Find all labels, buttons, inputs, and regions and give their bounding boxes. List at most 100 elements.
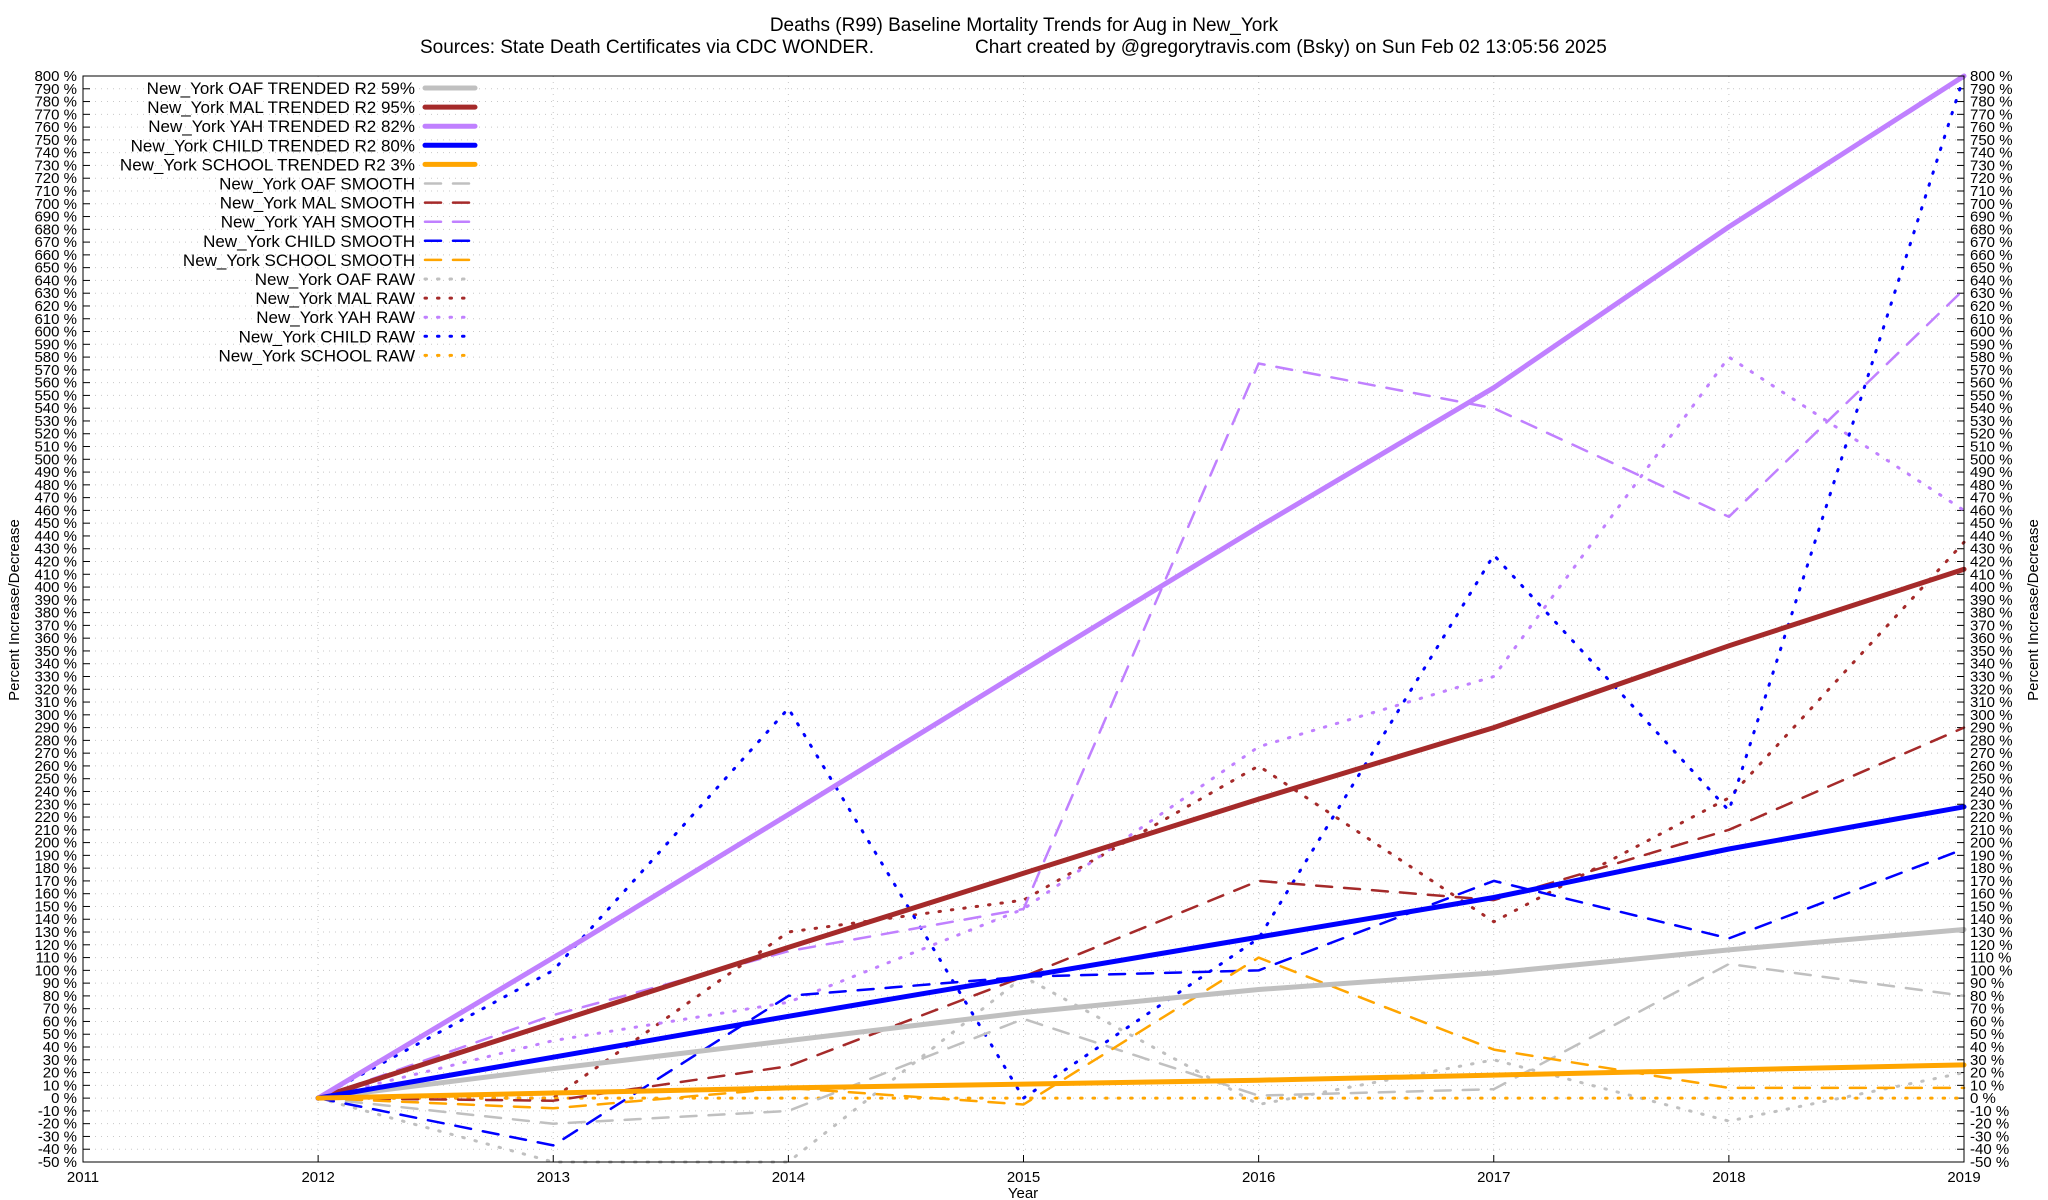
- series-line-mal-smooth-6: [316, 726, 1966, 1102]
- series-line-oaf-smooth-5: [316, 962, 1966, 1125]
- chart-subtitle-credit: Chart created by @gregorytravis.com (Bsk…: [975, 37, 1607, 58]
- y2-tick-label: 110 %: [1970, 950, 2011, 967]
- y2-tick-label: 0 %: [1970, 1090, 1996, 1107]
- y2-tick-label: 30 %: [1970, 1052, 2004, 1069]
- y-tick-label: 470 %: [34, 490, 77, 507]
- y2-tick-label: 640 %: [1970, 272, 2013, 289]
- series-line-child-trended-3: [315, 804, 1967, 1101]
- y-tick-label: 770 %: [34, 106, 77, 123]
- y-tick-label: 350 %: [34, 643, 77, 660]
- y2-tick-label: 160 %: [1970, 886, 2013, 903]
- y2-tick-label: 430 %: [1970, 541, 2013, 558]
- x-tick-label: 2016: [1242, 1169, 1275, 1186]
- y2-tick-label: 200 %: [1970, 835, 2013, 852]
- y-tick-label: 410 %: [34, 566, 77, 583]
- y2-tick-label: 490 %: [1970, 464, 2013, 481]
- plot-frame: [82, 75, 1965, 1163]
- legend-label: New_York CHILD TRENDED R2 80%: [131, 136, 415, 155]
- y-tick-label: 430 %: [34, 541, 77, 558]
- y-tick-label: 750 %: [34, 132, 77, 149]
- y2-tick-label: 410 %: [1970, 566, 2013, 583]
- y-tick-label: 520 %: [34, 426, 77, 443]
- y-tick-label: 80 %: [43, 988, 77, 1005]
- y-tick-label: 670 %: [34, 234, 77, 251]
- legend-label: New_York YAH TRENDED R2 82%: [148, 117, 415, 136]
- series-group: [315, 73, 1967, 1164]
- x-tick-label: 2015: [1007, 1169, 1040, 1186]
- y2-tick-label: 740 %: [1970, 145, 2013, 162]
- y2-tick-label: 750 %: [1970, 132, 2013, 149]
- y2-tick-label: 330 %: [1970, 668, 2013, 685]
- y-tick-label: 710 %: [34, 183, 77, 200]
- y2-tick-label: 630 %: [1970, 285, 2013, 302]
- y-tick-label: -50 %: [38, 1154, 77, 1171]
- y-tick-label: 110 %: [36, 950, 77, 967]
- y-tick-label: -30 %: [38, 1128, 77, 1145]
- y-tick-label: 740 %: [34, 145, 77, 162]
- y-tick-label: 720 %: [34, 170, 77, 187]
- y-tick-label: 50 %: [43, 1026, 77, 1043]
- y2-tick-label: 180 %: [1970, 860, 2013, 877]
- y2-tick-label: 760 %: [1970, 119, 2013, 136]
- y2-tick-label: 190 %: [1970, 847, 2013, 864]
- y2-tick-label: -10 %: [1970, 1103, 2009, 1120]
- y-tick-label: 0 %: [51, 1090, 77, 1107]
- series-line-mal-trended-1: [315, 566, 1967, 1101]
- y2-tick-label: 150 %: [1970, 898, 2013, 915]
- y-tick-label: 220 %: [34, 809, 77, 826]
- y2-tick-label: 450 %: [1970, 515, 2013, 532]
- y2-tick-label: 390 %: [1970, 592, 2013, 609]
- series-line-child-smooth-8: [316, 847, 1966, 1147]
- y-tick-label: 460 %: [34, 502, 77, 519]
- y-tick-label: 30 %: [43, 1052, 77, 1069]
- y-tick-label: 530 %: [34, 413, 77, 430]
- y2-tick-label: 280 %: [1970, 732, 2013, 749]
- y2-tick-label: 400 %: [1970, 579, 2013, 596]
- y-tick-label: 360 %: [34, 630, 77, 647]
- y-tick-label: 420 %: [34, 554, 77, 571]
- chart-subtitle-source: Sources: State Death Certificates via CD…: [420, 37, 874, 58]
- legend-label: New_York OAF TRENDED R2 59%: [147, 79, 415, 98]
- y-tick-label: 660 %: [34, 247, 77, 264]
- legend-label: New_York SCHOOL TRENDED R2 3%: [120, 155, 415, 174]
- y2-tick-label: 540 %: [1970, 400, 2013, 417]
- y2-tick-label: -50 %: [1970, 1154, 2009, 1171]
- y-tick-label: 510 %: [34, 439, 77, 456]
- legend-label: New_York OAF RAW: [255, 270, 415, 289]
- y2-tick-label: 420 %: [1970, 554, 2013, 571]
- x-axis-label: Year: [1008, 1185, 1038, 1200]
- y2-tick-label: -30 %: [1970, 1128, 2009, 1145]
- y-tick-label: 200 %: [34, 835, 77, 852]
- y-tick-label: 640 %: [34, 272, 77, 289]
- y2-tick-label: 130 %: [1970, 924, 2013, 941]
- y-tick-label: 570 %: [34, 362, 77, 379]
- y2-tick-label: 290 %: [1970, 720, 2013, 737]
- series-line-oaf-trended-0: [315, 927, 1967, 1101]
- y2-tick-label: 550 %: [1970, 387, 2013, 404]
- y2-tick-label: 790 %: [1970, 81, 2013, 98]
- y-tick-label: 310 %: [34, 694, 77, 711]
- y-tick-label: 180 %: [34, 860, 77, 877]
- y2-axis-label: Percent Increase/Decrease: [2025, 519, 2042, 701]
- x-tick-label: 2012: [301, 1169, 334, 1186]
- y2-tick-label: 680 %: [1970, 221, 2013, 238]
- series-line-yah-raw-12: [316, 355, 1966, 1100]
- legend-label: New_York YAH RAW: [256, 308, 415, 327]
- y2-tick-label: 300 %: [1970, 707, 2013, 724]
- y-tick-label: 280 %: [34, 732, 77, 749]
- y2-tick-label: 380 %: [1970, 605, 2013, 622]
- legend-label: New_York MAL RAW: [255, 289, 415, 308]
- y-tick-label: 700 %: [34, 196, 77, 213]
- y2-tick-label: 350 %: [1970, 643, 2013, 660]
- y2-tick-label: 510 %: [1970, 439, 2013, 456]
- y-tick-label: 780 %: [34, 94, 77, 111]
- y-tick-label: 550 %: [34, 387, 77, 404]
- y-tick-label: 600 %: [34, 324, 77, 341]
- series-line-oaf-raw-10: [316, 975, 1966, 1164]
- x-tick-label: 2018: [1712, 1169, 1745, 1186]
- y-tick-label: 100 %: [34, 962, 77, 979]
- y2-tick-label: 650 %: [1970, 260, 2013, 277]
- y2-tick-label: 590 %: [1970, 336, 2013, 353]
- y2-tick-label: 220 %: [1970, 809, 2013, 826]
